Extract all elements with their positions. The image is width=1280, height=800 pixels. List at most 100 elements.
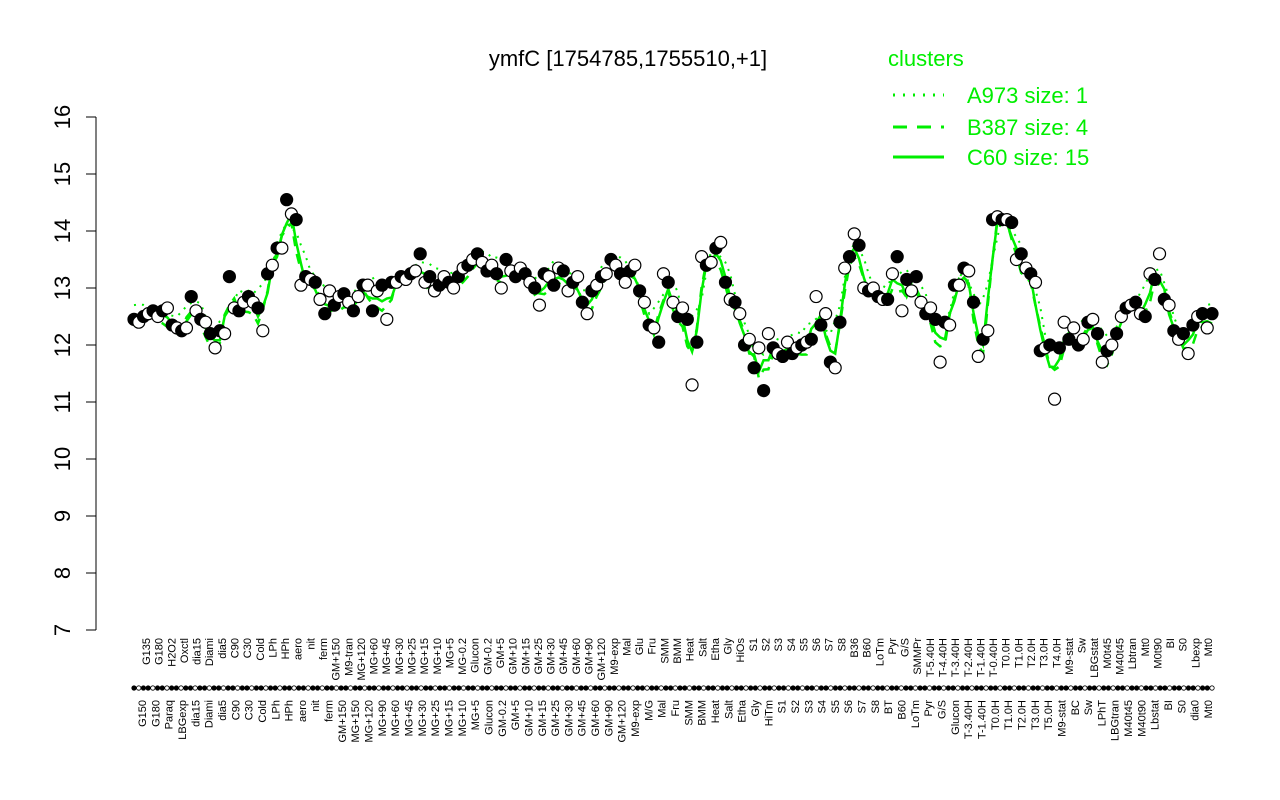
data-point [361, 278, 375, 292]
x-tick-mark [748, 685, 754, 691]
x-tick-label: T1.0H [1013, 638, 1025, 668]
data-point [718, 275, 733, 289]
x-tick-label: GM+90 [584, 638, 596, 674]
x-tick-label: Sw [1083, 700, 1095, 715]
x-tick-mark [1077, 685, 1083, 691]
x-tick-label: GM+150 [337, 700, 349, 743]
data-point [251, 301, 265, 315]
x-tick-mark [503, 685, 509, 691]
x-tick-mark [1162, 685, 1168, 691]
y-axis: 7 8 9 10 11 12 13 14 15 16 [50, 105, 97, 636]
x-tick-label: BC [1070, 700, 1082, 715]
x-tick-label: LPh [267, 638, 279, 658]
x-tick-mark [1101, 685, 1107, 691]
x-tick-mark [427, 685, 434, 691]
x-tick-mark [517, 685, 523, 691]
x-tick-label: Paraq [164, 700, 176, 729]
x-tick-label: MG+5 [470, 700, 482, 730]
x-tick-label: S7 [824, 638, 836, 651]
x-tick-mark [828, 685, 834, 691]
x-tick-label: MG+30 [394, 638, 406, 674]
x-tick-mark [145, 685, 151, 691]
x-tick-label: T4.0H [1051, 638, 1063, 668]
x-tick-label: Diami [204, 700, 216, 728]
x-tick-label: MG+120 [364, 700, 376, 743]
x-tick-label: S3 [773, 638, 785, 651]
x-tick-mark [729, 685, 735, 691]
x-tick-mark [366, 685, 372, 691]
x-tick-mark [258, 685, 264, 691]
data-point [628, 258, 642, 272]
x-tick-mark [263, 685, 269, 691]
x-tick-label: S6 [811, 638, 823, 651]
x-tick-mark [559, 685, 565, 691]
x-tick-mark [945, 685, 951, 691]
x-tick-mark [752, 685, 758, 691]
x-tick-mark [465, 685, 471, 691]
x-tick-mark [253, 685, 259, 691]
x-tick-label: nit [310, 700, 322, 712]
x-tick-mark [362, 685, 368, 691]
x-tick-label: GM+25 [533, 638, 545, 674]
x-tick-mark [1195, 685, 1201, 691]
x-tick-label: Glucon [470, 638, 482, 673]
data-point [675, 301, 690, 315]
x-tick-label: MG+150 [350, 700, 362, 743]
x-tick-label: T2.0H [1026, 638, 1038, 668]
x-tick-label: GM+60 [590, 700, 602, 736]
x-tick-mark [131, 685, 137, 691]
x-tick-label: M9-stat [1064, 638, 1076, 675]
x-tick-mark [507, 685, 514, 691]
x-tick-label: Fru [670, 700, 682, 717]
x-tick-mark [239, 685, 245, 691]
data-point [1005, 215, 1019, 230]
data-point [685, 378, 699, 392]
x-tick-label: LPh [270, 700, 282, 720]
data-point [1052, 341, 1066, 355]
x-tick-mark [418, 685, 424, 691]
x-tick-mark [766, 685, 773, 691]
x-tick-mark [230, 685, 236, 691]
x-tick-label: Diami [204, 638, 216, 666]
x-tick-mark [715, 685, 721, 691]
x-tick-label: BT [883, 700, 895, 714]
x-tick-mark [531, 685, 537, 691]
data-point [218, 327, 232, 341]
data-point [1181, 346, 1195, 361]
x-tick-mark [564, 685, 570, 691]
x-tick-mark [597, 685, 603, 691]
x-tick-mark [931, 685, 937, 691]
x-tick-label: S4 [817, 700, 829, 713]
data-point [346, 304, 361, 318]
data-point [962, 264, 976, 278]
x-tick-mark [1124, 685, 1130, 691]
x-tick-label: GM+90 [603, 700, 615, 736]
x-tick-label: HPh [284, 700, 296, 721]
data-point [652, 335, 666, 349]
data-point [494, 281, 508, 295]
x-tick-mark [173, 685, 179, 691]
x-tick-label: MG+120 [356, 638, 368, 681]
x-tick-mark [540, 685, 547, 691]
x-tick-mark [710, 685, 716, 691]
data-point [847, 227, 861, 241]
legend-title: clusters [888, 46, 964, 71]
x-tick-mark [211, 685, 217, 691]
x-tick-mark [282, 685, 288, 691]
data-point [446, 281, 461, 295]
x-tick-mark [545, 685, 551, 691]
x-tick-mark [790, 685, 796, 691]
x-tick-mark [493, 685, 500, 691]
data-point [952, 278, 966, 292]
x-tick-label: MG+25 [430, 700, 442, 736]
x-tick-mark [837, 685, 843, 691]
data-point [828, 361, 842, 375]
x-tick-mark [1152, 685, 1159, 691]
data-point [923, 301, 938, 315]
data-point [757, 384, 771, 398]
x-tick-mark [1044, 685, 1050, 691]
x-tick-mark [964, 685, 970, 691]
x-tick-mark [484, 685, 490, 691]
x-tick-mark [861, 685, 867, 691]
data-point [365, 304, 380, 318]
